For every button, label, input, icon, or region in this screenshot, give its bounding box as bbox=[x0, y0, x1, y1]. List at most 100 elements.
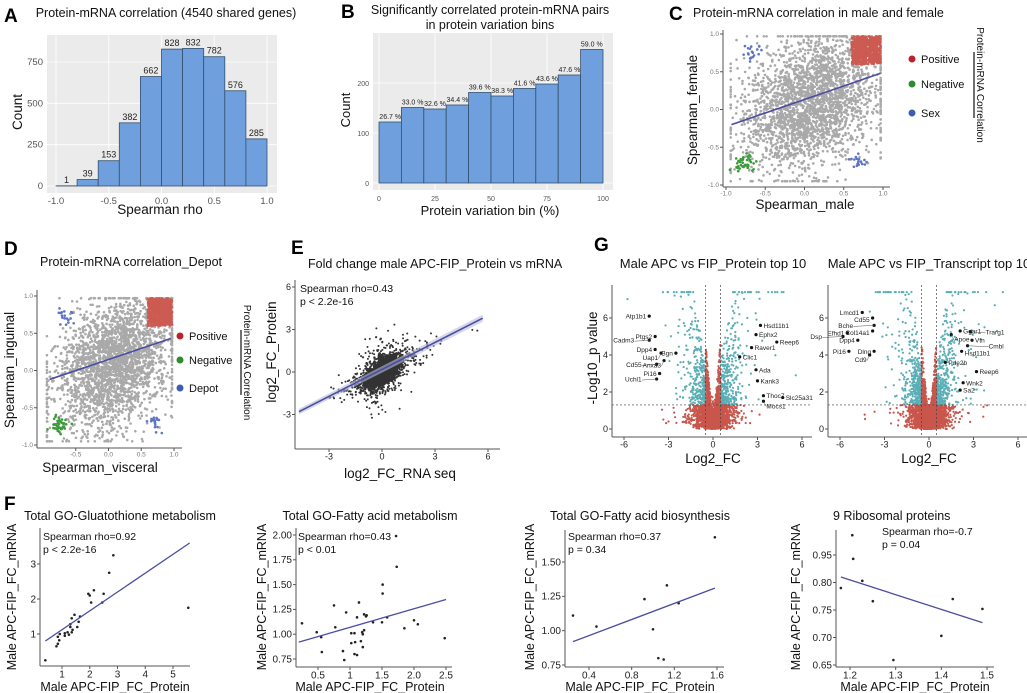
data-point bbox=[114, 305, 118, 308]
data-point bbox=[817, 42, 821, 46]
data-point bbox=[794, 92, 798, 95]
data-point bbox=[785, 39, 789, 42]
data-point-positive bbox=[861, 62, 865, 66]
data-point-positive bbox=[854, 43, 857, 47]
data-point bbox=[155, 371, 158, 375]
data-point bbox=[851, 115, 855, 118]
data-point bbox=[136, 331, 140, 334]
data-point bbox=[770, 123, 774, 127]
data-point bbox=[806, 80, 810, 83]
data-point bbox=[815, 151, 819, 154]
data-point-group bbox=[857, 152, 860, 155]
data-point bbox=[109, 380, 112, 384]
data-point-positive bbox=[877, 55, 881, 58]
data-point bbox=[865, 144, 869, 148]
data-point bbox=[768, 125, 772, 128]
data-point bbox=[788, 113, 792, 116]
data-point bbox=[146, 381, 149, 385]
data-point bbox=[85, 310, 88, 313]
data-point bbox=[117, 407, 121, 411]
data-point bbox=[803, 140, 807, 144]
data-point bbox=[835, 72, 839, 76]
data-point bbox=[854, 109, 858, 113]
data-point bbox=[89, 337, 93, 340]
data-point bbox=[118, 296, 122, 300]
data-point bbox=[833, 117, 837, 121]
data-point bbox=[160, 376, 164, 380]
data-point bbox=[61, 407, 64, 410]
data-point bbox=[767, 137, 771, 140]
data-point bbox=[166, 398, 170, 401]
data-point bbox=[98, 437, 101, 440]
data-point bbox=[852, 69, 856, 73]
data-point bbox=[833, 60, 836, 63]
data-point bbox=[859, 76, 862, 79]
data-point bbox=[154, 361, 158, 365]
bar bbox=[468, 92, 492, 184]
data-point bbox=[828, 61, 832, 65]
data-point bbox=[749, 119, 753, 123]
data-point bbox=[772, 168, 776, 172]
data-point bbox=[170, 386, 174, 389]
data-point bbox=[765, 102, 769, 106]
data-point bbox=[761, 153, 765, 156]
data-point bbox=[832, 128, 836, 132]
data-point bbox=[735, 58, 738, 61]
data-point-group bbox=[751, 51, 755, 54]
data-point bbox=[812, 136, 816, 140]
data-point-group bbox=[852, 165, 856, 169]
data-point bbox=[788, 164, 792, 167]
data-point bbox=[831, 110, 835, 114]
data-point bbox=[785, 144, 789, 148]
data-point bbox=[802, 115, 806, 118]
data-point bbox=[761, 79, 765, 83]
data-point bbox=[811, 84, 815, 87]
data-point bbox=[847, 58, 850, 61]
data-point bbox=[859, 112, 862, 115]
data-point bbox=[844, 57, 848, 61]
data-point bbox=[751, 151, 754, 155]
data-point bbox=[787, 152, 790, 156]
data-point bbox=[792, 89, 796, 93]
data-point bbox=[116, 419, 120, 422]
data-point bbox=[807, 87, 810, 90]
data-point bbox=[747, 145, 750, 149]
data-point bbox=[733, 94, 737, 98]
data-point bbox=[860, 101, 863, 105]
data-point bbox=[862, 115, 865, 118]
data-point bbox=[778, 100, 781, 103]
data-point bbox=[816, 50, 819, 54]
data-point bbox=[778, 34, 782, 38]
data-point bbox=[799, 144, 802, 148]
data-point bbox=[801, 55, 805, 58]
data-point bbox=[830, 58, 833, 61]
data-point-negative bbox=[738, 160, 742, 164]
data-point-group bbox=[854, 155, 858, 159]
data-point bbox=[76, 377, 80, 380]
data-point bbox=[788, 96, 792, 100]
data-point bbox=[79, 313, 82, 316]
data-point bbox=[805, 109, 809, 112]
data-point bbox=[870, 138, 873, 142]
y-tick-label: 0.0 bbox=[710, 107, 719, 114]
data-point bbox=[78, 412, 82, 416]
data-point bbox=[876, 103, 880, 106]
data-point bbox=[759, 97, 762, 100]
data-point bbox=[784, 153, 787, 156]
data-point bbox=[774, 142, 777, 146]
data-point bbox=[864, 148, 868, 152]
data-point-negative bbox=[738, 167, 741, 170]
data-point bbox=[811, 152, 815, 156]
data-point bbox=[133, 429, 137, 433]
y-axis-label: Spearman_inguinal bbox=[2, 312, 17, 428]
data-point bbox=[826, 55, 830, 58]
data-point bbox=[789, 34, 793, 38]
data-point bbox=[816, 154, 819, 158]
data-point bbox=[800, 79, 804, 82]
data-point bbox=[862, 82, 865, 85]
data-point bbox=[793, 164, 797, 168]
data-point bbox=[843, 104, 847, 107]
data-point bbox=[783, 74, 787, 78]
data-point bbox=[806, 94, 809, 98]
data-point bbox=[113, 332, 117, 335]
